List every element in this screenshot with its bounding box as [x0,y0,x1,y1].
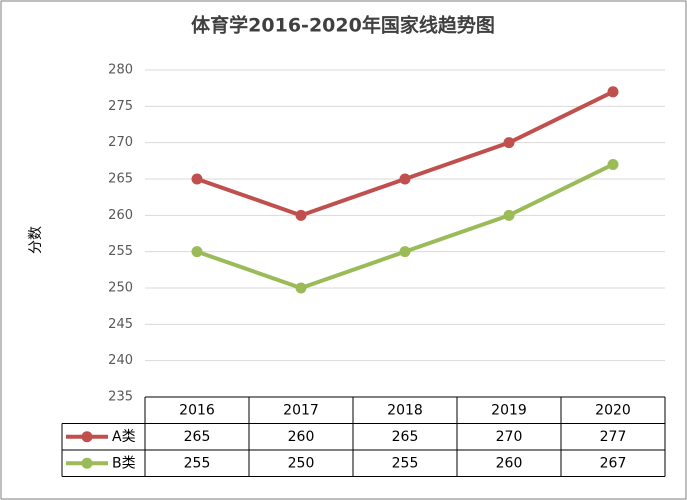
legend-label: A类 [112,429,136,445]
table-value: 260 [288,429,315,445]
y-tick-label: 280 [108,63,133,78]
y-tick-label: 260 [108,208,133,223]
data-point [503,137,515,149]
data-point [295,209,307,221]
x-tick-label: 2018 [387,402,423,418]
legend-marker [81,431,93,443]
table-value: 267 [600,455,627,471]
y-tick-label: 275 [108,99,133,114]
table-value: 277 [600,429,627,445]
y-tick-label: 235 [108,390,133,405]
data-point [503,209,515,221]
data-point [399,246,411,258]
y-tick-label: 270 [108,135,133,150]
table-value: 255 [184,455,211,471]
table-value: 265 [184,429,211,445]
x-tick-label: 2020 [595,402,631,418]
x-tick-label: 2017 [283,402,319,418]
table-value: 270 [496,429,523,445]
data-point [191,246,203,258]
x-tick-label: 2016 [179,402,215,418]
y-tick-label: 255 [108,244,133,259]
table-value: 250 [288,455,315,471]
y-tick-label: 245 [108,317,133,332]
x-tick-label: 2019 [491,402,527,418]
legend-label: B类 [112,455,136,471]
chart-title: 体育学2016-2020年国家线趋势图 [191,14,495,37]
y-tick-label: 265 [108,172,133,187]
data-point [295,282,307,294]
data-point [191,173,203,185]
data-point [399,173,411,185]
table-value: 265 [392,429,419,445]
table-value: 255 [392,455,419,471]
legend-marker [81,457,93,469]
y-axis-label: 分数 [28,226,44,254]
y-tick-label: 240 [108,353,133,368]
data-point [607,86,619,98]
y-tick-label: 250 [108,281,133,296]
table-value: 260 [496,455,523,471]
data-point [607,158,619,170]
